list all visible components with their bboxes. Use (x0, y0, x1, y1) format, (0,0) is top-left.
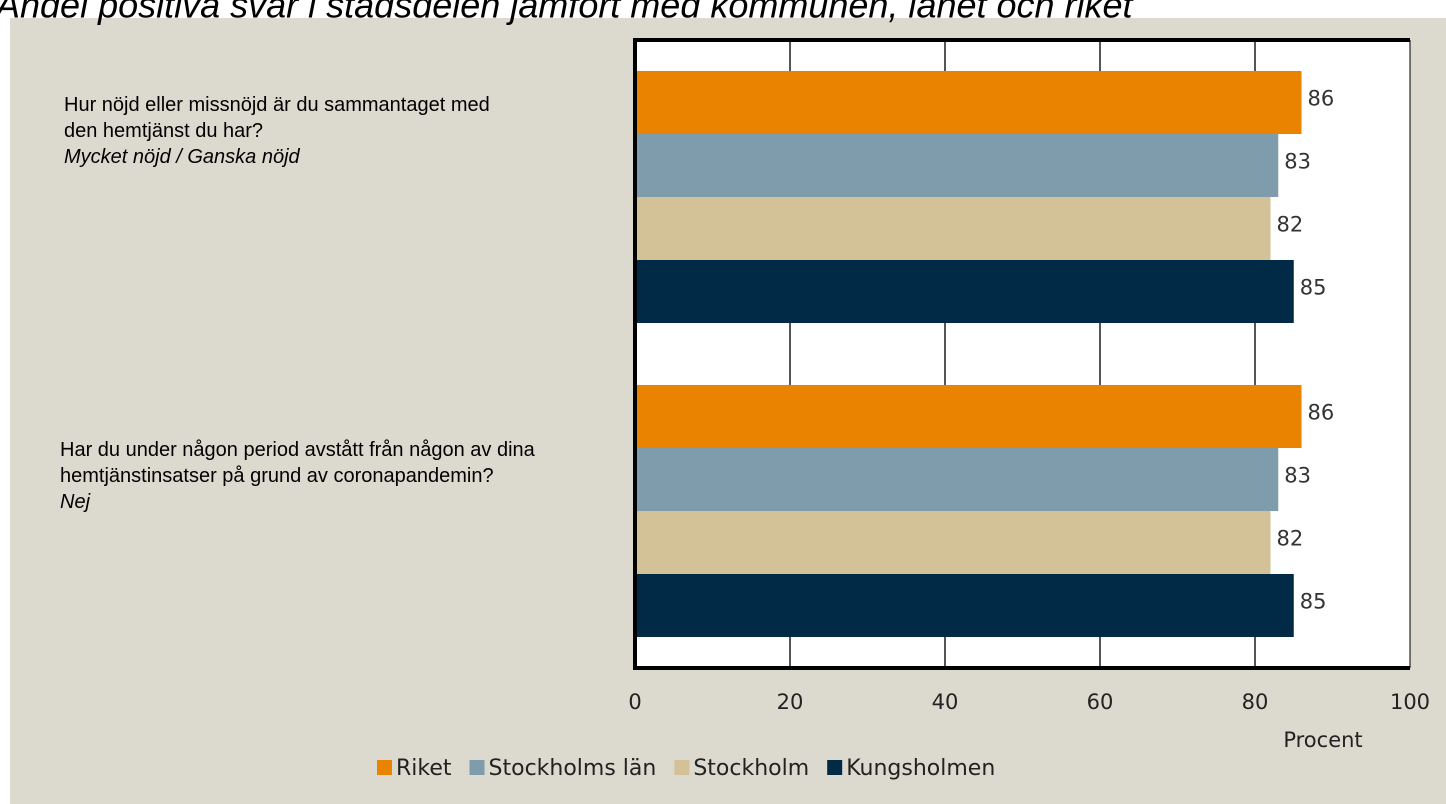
value-label: 86 (1308, 87, 1335, 111)
value-label: 83 (1284, 150, 1311, 174)
chart-title: Andel positiva svar i stadsdelen jämfört… (0, 0, 1135, 26)
category-text: Hur nöjd eller missnöjd är du sammantage… (64, 92, 499, 170)
bar (635, 385, 1302, 448)
category-note: Mycket nöjd / Ganska nöjd (64, 146, 300, 168)
plot-frame (633, 38, 1410, 670)
category-note: Nej (60, 491, 91, 513)
category-label: Har du under någon period avstått från n… (60, 437, 590, 515)
bar (635, 448, 1279, 511)
legend-label: Stockholm (693, 756, 809, 781)
bar (635, 197, 1271, 260)
legend-swatch (469, 760, 485, 775)
bar (635, 511, 1271, 574)
x-axis-label: Procent (1283, 728, 1362, 752)
category-label: Hur nöjd eller missnöjd är du sammantage… (64, 92, 499, 170)
category-text: Har du under någon period avstått från n… (60, 437, 590, 515)
value-label: 86 (1308, 401, 1335, 425)
category-question: Har du under någon period avstått från n… (60, 439, 535, 487)
value-label: 83 (1284, 464, 1311, 488)
value-label: 85 (1300, 590, 1327, 614)
x-tick-label: 20 (777, 690, 804, 714)
x-tick-label: 0 (628, 690, 641, 714)
legend-label: Kungsholmen (846, 756, 995, 781)
bar (635, 260, 1294, 323)
x-tick-label: 40 (932, 690, 959, 714)
x-tick-label: 100 (1390, 690, 1430, 714)
legend-swatch (827, 760, 843, 775)
x-tick-label: 60 (1087, 690, 1114, 714)
legend-swatch (377, 760, 392, 775)
legend-label: Stockholms län (489, 756, 657, 781)
legend-swatch (674, 760, 690, 775)
legend-label: Riket (396, 756, 452, 781)
category-question: Hur nöjd eller missnöjd är du sammantage… (64, 94, 490, 142)
bar (635, 134, 1279, 197)
bar (635, 71, 1302, 134)
value-label: 82 (1277, 213, 1304, 237)
value-label: 85 (1300, 276, 1327, 300)
bar (635, 574, 1294, 637)
x-tick-label: 80 (1242, 690, 1269, 714)
value-label: 82 (1277, 527, 1304, 551)
